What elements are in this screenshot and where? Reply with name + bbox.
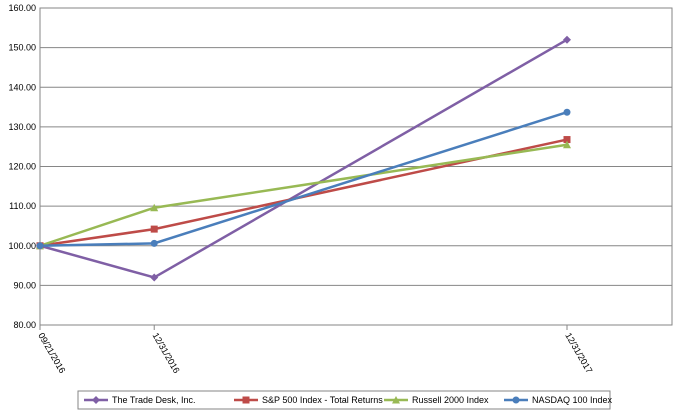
- legend-entry: NASDAQ 100 Index: [504, 395, 613, 405]
- y-tick-label: 160.00: [8, 3, 36, 13]
- x-tick-label: 12/31/2017: [563, 331, 594, 375]
- plot-border: [39, 7, 673, 326]
- marker: [512, 396, 520, 404]
- legend-box: [77, 390, 611, 410]
- series-line: [39, 38, 568, 279]
- y-tick-label: 80.00: [13, 320, 36, 330]
- legend-label: Russell 2000 Index: [412, 395, 489, 405]
- marker: [563, 140, 571, 149]
- legend-entry: S&P 500 Index - Total Returns: [234, 395, 383, 405]
- marker: [563, 136, 571, 144]
- marker: [150, 239, 158, 247]
- x-tick-label: 09/21/2016: [36, 331, 67, 375]
- legend-label: The Trade Desk, Inc.: [112, 395, 196, 405]
- series-line: [39, 111, 568, 247]
- marker: [392, 396, 400, 404]
- marker: [242, 396, 250, 404]
- y-tick-label: 110.00: [9, 201, 36, 211]
- y-tick-label: 130.00: [8, 122, 36, 132]
- y-tick-label: 150.00: [8, 43, 36, 53]
- marker: [563, 108, 571, 116]
- marker: [150, 203, 159, 212]
- legend-label: S&P 500 Index - Total Returns: [262, 395, 383, 405]
- x-tick-label: 12/31/2016: [150, 331, 181, 375]
- marker: [92, 396, 100, 404]
- marker: [150, 273, 159, 282]
- marker: [563, 35, 571, 44]
- y-tick-label: 120.00: [8, 162, 36, 172]
- legend-entry: The Trade Desk, Inc.: [84, 395, 196, 405]
- marker: [150, 225, 158, 233]
- marker: [36, 242, 44, 250]
- legend-label: NASDAQ 100 Index: [532, 395, 613, 405]
- legend-entry: Russell 2000 Index: [384, 395, 489, 405]
- y-tick-label: 90.00: [13, 280, 36, 290]
- y-tick-label: 140.00: [8, 82, 36, 92]
- y-tick-label: 100.00: [8, 241, 36, 251]
